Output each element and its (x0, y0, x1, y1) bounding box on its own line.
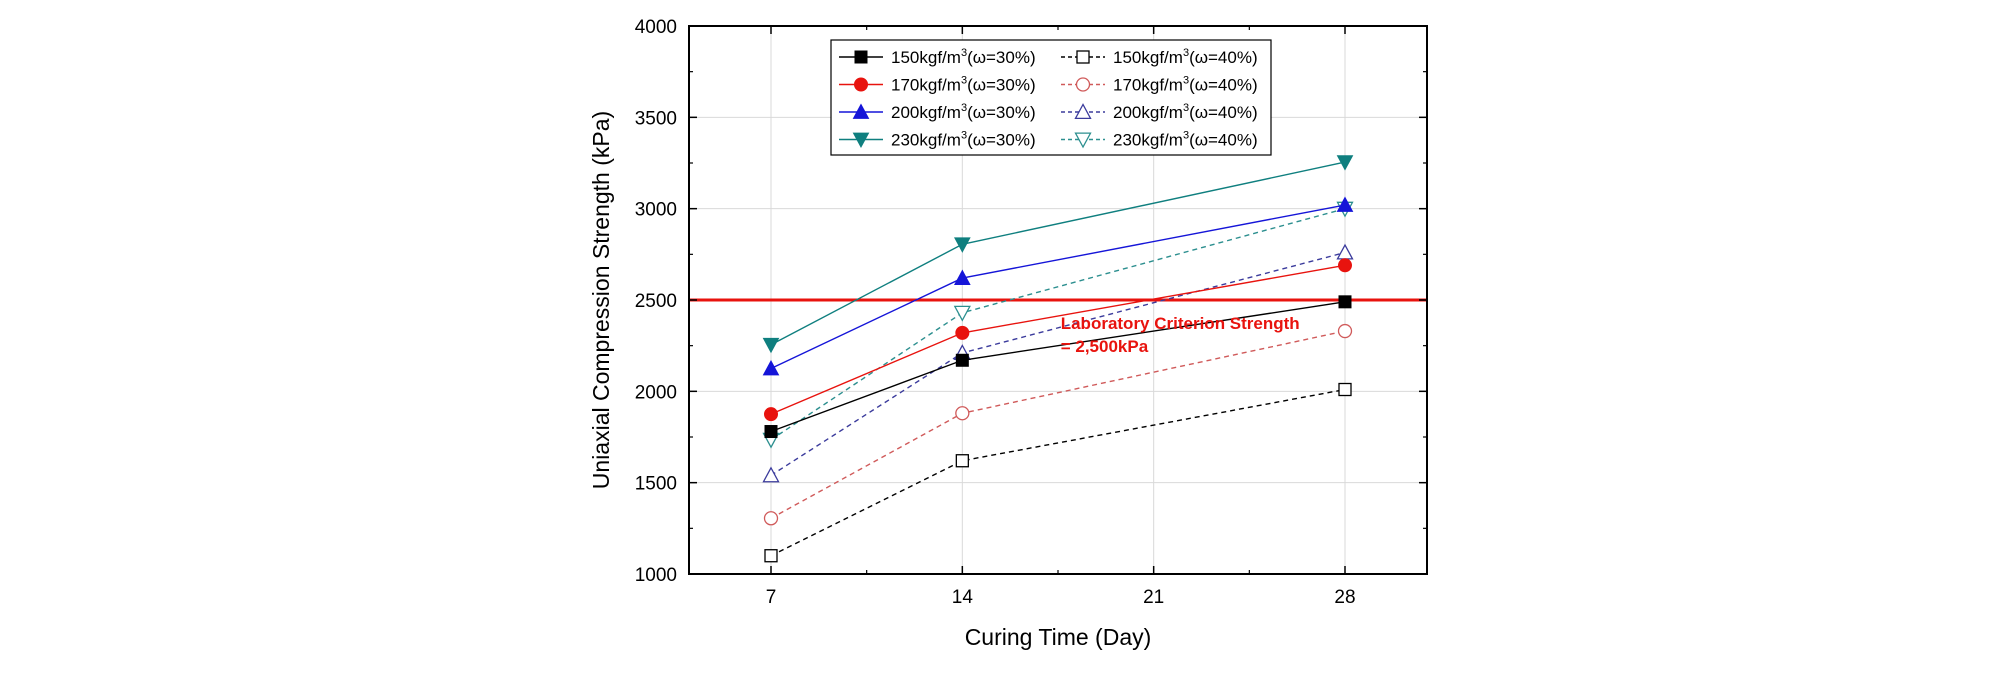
series-line (770, 264, 1346, 415)
legend-label: 150kgf/m3(ω=30%) (891, 47, 1036, 67)
data-point (955, 406, 970, 421)
data-point (1338, 382, 1352, 397)
series-3 (762, 196, 1354, 376)
legend: 150kgf/m3(ω=30%) 170kgf/m3(ω=30%) 200kgf/m… (830, 39, 1272, 156)
y-tick-label: 3500 (635, 108, 677, 129)
legend-swatch-marker (852, 132, 870, 149)
axis-ticks: 7 14 21 28 1000 1500 2000 2500 3000 3500 4000 (635, 17, 1427, 608)
series-line (770, 388, 1346, 557)
data-point (1337, 323, 1353, 339)
legend-item: 150kgf/m3(ω=40%) (1061, 47, 1258, 67)
legend-swatch-marker (1074, 103, 1092, 120)
data-point (955, 454, 969, 468)
legend-label: 170kgf/m3(ω=40%) (1113, 75, 1258, 95)
reference-line-label: Laboratory Criterion Strength (1061, 314, 1300, 333)
data-point (1336, 196, 1354, 212)
series-2 (764, 258, 1352, 422)
x-tick-label: 21 (1143, 587, 1164, 608)
data-point (762, 359, 780, 376)
legend-swatch-marker (854, 50, 868, 64)
y-tick-label: 1000 (635, 565, 677, 586)
data-point (764, 549, 778, 563)
data-point (953, 269, 971, 285)
legend-label: 170kgf/m3(ω=30%) (891, 75, 1036, 95)
legend-label: 230kgf/m3(ω=30%) (891, 130, 1036, 150)
series-5 (764, 382, 1352, 563)
data-point (764, 407, 778, 422)
data-point (763, 511, 779, 526)
data-point (955, 353, 969, 367)
legend-item: 230kgf/m3(ω=40%) (1061, 130, 1258, 150)
legend-item: 230kgf/m3(ω=30%) (839, 130, 1036, 150)
x-tick-label: 28 (1334, 587, 1355, 608)
series-1 (764, 295, 1352, 439)
series-6 (763, 323, 1353, 526)
data-point (1338, 295, 1352, 309)
x-tick-label: 14 (952, 587, 974, 608)
y-tick-label: 2000 (635, 382, 677, 403)
legend-label: 200kgf/m3(ω=30%) (891, 102, 1036, 122)
data-point (953, 305, 971, 322)
series-4 (762, 155, 1354, 354)
legend-swatch-marker (852, 103, 870, 119)
y-tick-label: 4000 (635, 17, 677, 38)
data-point (764, 425, 778, 439)
legend-item: 200kgf/m3(ω=40%) (1061, 102, 1258, 122)
series-line (770, 251, 1346, 476)
data-point (762, 466, 780, 483)
reference-line-value-label: = 2,500kPa (1061, 337, 1149, 356)
legend-box (830, 39, 1272, 156)
legend-label: 150kgf/m3(ω=40%) (1113, 47, 1258, 67)
legend-item: 200kgf/m3(ω=30%) (839, 102, 1036, 122)
y-tick-label: 3000 (635, 200, 677, 221)
data-point (955, 325, 970, 340)
legend-label: 200kgf/m3(ω=40%) (1113, 102, 1258, 122)
data-point (1336, 243, 1354, 260)
legend-item: 170kgf/m3(ω=30%) (839, 75, 1036, 95)
data-point (953, 237, 971, 253)
legend-swatch-marker (1075, 77, 1091, 92)
x-tick-label: 7 (766, 587, 777, 608)
legend-label: 230kgf/m3(ω=40%) (1113, 130, 1258, 150)
series-group (762, 155, 1354, 563)
legend-swatch-marker (1076, 50, 1090, 64)
data-point (762, 337, 780, 354)
legend-swatch-marker (854, 77, 868, 92)
data-point (1338, 258, 1352, 273)
series-line (770, 330, 1346, 519)
legend-item: 150kgf/m3(ω=30%) (839, 47, 1036, 67)
data-point (1336, 155, 1354, 171)
y-axis-title: Uniaxial Compression Strength (kPa) (588, 111, 614, 489)
series-7 (762, 243, 1354, 483)
y-tick-label: 1500 (635, 474, 677, 495)
legend-swatch-marker (1074, 132, 1092, 149)
x-axis-title: Curing Time (Day) (965, 624, 1152, 650)
y-tick-label: 2500 (635, 291, 677, 312)
legend-item: 170kgf/m3(ω=40%) (1061, 75, 1258, 95)
